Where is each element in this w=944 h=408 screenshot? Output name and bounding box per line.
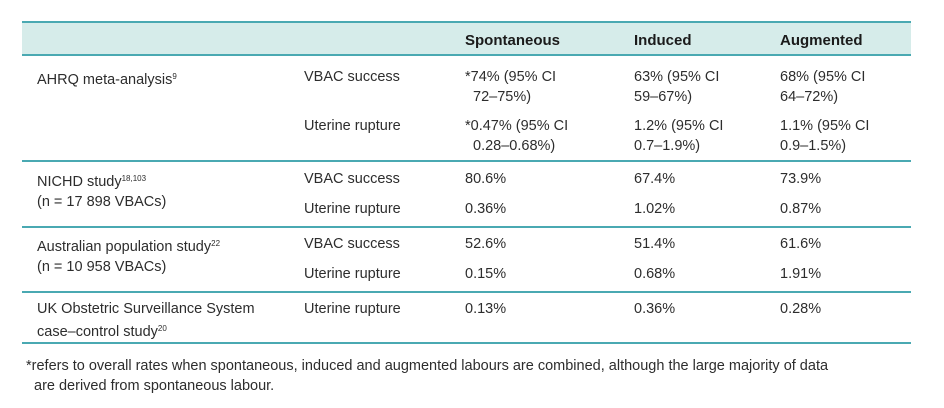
spontaneous-value: 0.15%	[465, 266, 507, 282]
row-divider	[22, 291, 911, 293]
induced-value: 0.68%	[634, 266, 676, 282]
study-uk: UK Obstetric Surveillance System case–con…	[37, 301, 255, 340]
augmented-value: 1.1% (95% CI 0.9–1.5%)	[780, 118, 870, 154]
header-spontaneous: Spontaneous	[465, 32, 561, 49]
spontaneous-value: 0.13%	[465, 301, 507, 317]
study-nichd: NICHD study18,103 (n = 17 898 VBACs)	[37, 174, 167, 210]
induced-value: 1.2% (95% CI 0.7–1.9%)	[634, 118, 724, 154]
induced-value: 1.02%	[634, 201, 676, 217]
augmented-value: 0.28%	[780, 301, 822, 317]
outcome-label: Uterine rupture	[304, 201, 401, 217]
footnote-line-1: *refers to overall rates when spontaneou…	[26, 358, 829, 374]
row-divider	[22, 160, 911, 162]
spontaneous-value: *74% (95% CI 72–75%)	[465, 69, 557, 105]
augmented-value: 61.6%	[780, 236, 822, 252]
outcome-label: Uterine rupture	[304, 266, 401, 282]
spontaneous-value: 0.36%	[465, 201, 507, 217]
footnote: *refers to overall rates when spontaneou…	[26, 356, 916, 396]
row-divider	[22, 226, 911, 228]
induced-value: 67.4%	[634, 171, 676, 187]
study-australian: Australian population study22 (n = 10 958…	[37, 239, 221, 275]
header-augmented: Augmented	[780, 32, 863, 49]
outcome-label: VBAC success	[304, 236, 400, 252]
augmented-value: 1.91%	[780, 266, 822, 282]
study-ahrq: AHRQ meta-analysis9	[37, 72, 177, 88]
induced-value: 51.4%	[634, 236, 676, 252]
header-induced: Induced	[634, 32, 692, 49]
induced-value: 63% (95% CI 59–67%)	[634, 69, 720, 105]
spontaneous-value: 80.6%	[465, 171, 507, 187]
augmented-value: 68% (95% CI 64–72%)	[780, 69, 866, 105]
induced-value: 0.36%	[634, 301, 676, 317]
augmented-value: 73.9%	[780, 171, 822, 187]
spontaneous-value: *0.47% (95% CI 0.28–0.68%)	[465, 118, 569, 154]
table-header-row: Spontaneous Induced Augmented	[22, 21, 911, 56]
table-bottom-rule	[22, 342, 911, 344]
footnote-line-2: are derived from spontaneous labour.	[34, 378, 275, 394]
outcome-label: Uterine rupture	[304, 118, 401, 134]
outcome-label: VBAC success	[304, 171, 400, 187]
spontaneous-value: 52.6%	[465, 236, 507, 252]
outcome-label: Uterine rupture	[304, 301, 401, 317]
augmented-value: 0.87%	[780, 201, 822, 217]
outcome-label: VBAC success	[304, 69, 400, 85]
